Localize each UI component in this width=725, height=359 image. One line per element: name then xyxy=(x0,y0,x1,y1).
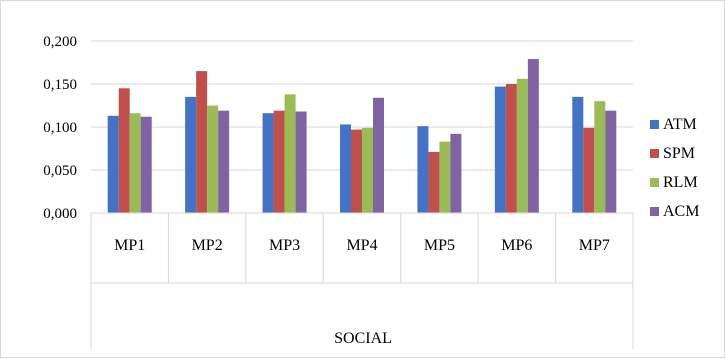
y-tick-label: 0,150 xyxy=(43,77,77,93)
bar-acm-mp3 xyxy=(295,111,307,213)
bar-spm-mp1 xyxy=(118,88,130,213)
y-tick-labels: 0,000 0,050 0,100 0,150 0,200 xyxy=(43,34,77,222)
x-category-label: MP5 xyxy=(424,237,455,254)
legend: ATM SPM RLM ACM xyxy=(650,116,699,220)
x-category-label: MP2 xyxy=(192,237,223,254)
bar-acm-mp4 xyxy=(373,97,384,213)
bar-spm-mp2 xyxy=(196,71,208,213)
bar-atm-mp6 xyxy=(494,86,506,213)
bars xyxy=(107,59,617,214)
legend-label: SPM xyxy=(663,145,695,162)
bar-atm-mp5 xyxy=(417,126,429,213)
bar-atm-mp4 xyxy=(340,124,351,213)
bar-acm-mp6 xyxy=(527,59,539,214)
x-category-labels: MP1 MP2 MP3 MP4 MP5 MP6 MP7 xyxy=(114,237,610,254)
bar-rlm-mp2 xyxy=(207,105,219,213)
bar-atm-mp1 xyxy=(107,115,119,213)
bar-spm-mp4 xyxy=(351,129,362,213)
x-category-label: MP3 xyxy=(269,237,300,254)
bar-rlm-mp4 xyxy=(362,127,373,213)
legend-swatch-rlm xyxy=(650,178,659,187)
bar-acm-mp7 xyxy=(605,110,617,213)
bar-rlm-mp1 xyxy=(129,113,141,213)
legend-swatch-spm xyxy=(650,149,659,158)
category-group-label: SOCIAL xyxy=(334,330,392,347)
bar-spm-mp3 xyxy=(273,110,285,213)
bar-spm-mp7 xyxy=(583,127,595,213)
bar-acm-mp2 xyxy=(218,110,230,213)
bar-rlm-mp7 xyxy=(594,101,606,213)
bar-atm-mp7 xyxy=(572,96,584,213)
y-tick-label: 0,100 xyxy=(43,120,77,136)
bar-atm-mp2 xyxy=(185,96,197,213)
legend-swatch-atm xyxy=(650,120,659,129)
x-category-label: MP1 xyxy=(114,237,145,254)
bar-atm-mp3 xyxy=(262,113,274,213)
legend-swatch-acm xyxy=(650,207,659,216)
bar-spm-mp5 xyxy=(428,151,440,213)
x-category-label: MP7 xyxy=(579,237,610,254)
y-tick-label: 0,200 xyxy=(43,34,77,50)
x-category-label: MP4 xyxy=(346,237,377,254)
y-tick-label: 0,050 xyxy=(43,163,77,179)
bar-rlm-mp3 xyxy=(284,94,296,213)
axes xyxy=(90,212,634,349)
y-tick-label: 0,000 xyxy=(43,206,77,222)
legend-label: ACM xyxy=(663,203,699,220)
bar-acm-mp1 xyxy=(140,116,152,213)
legend-label: ATM xyxy=(663,116,697,133)
bar-rlm-mp6 xyxy=(516,78,528,213)
bar-spm-mp6 xyxy=(505,84,517,213)
x-category-label: MP6 xyxy=(501,237,532,254)
bar-rlm-mp5 xyxy=(439,141,451,213)
bar-acm-mp5 xyxy=(450,133,462,213)
legend-label: RLM xyxy=(663,174,698,191)
